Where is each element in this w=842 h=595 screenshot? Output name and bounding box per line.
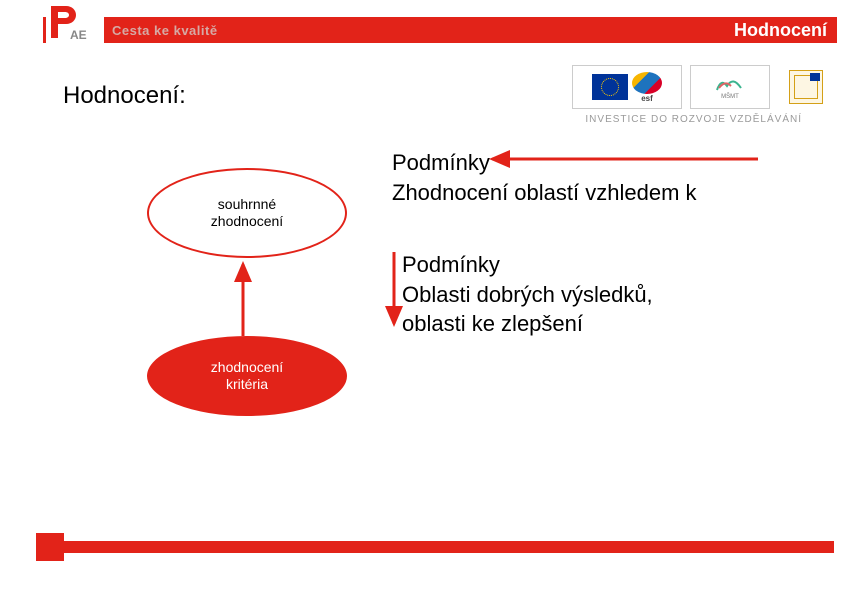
footer-bar — [36, 541, 834, 553]
footer-square — [36, 533, 64, 561]
arrow-horizontal — [0, 0, 842, 595]
